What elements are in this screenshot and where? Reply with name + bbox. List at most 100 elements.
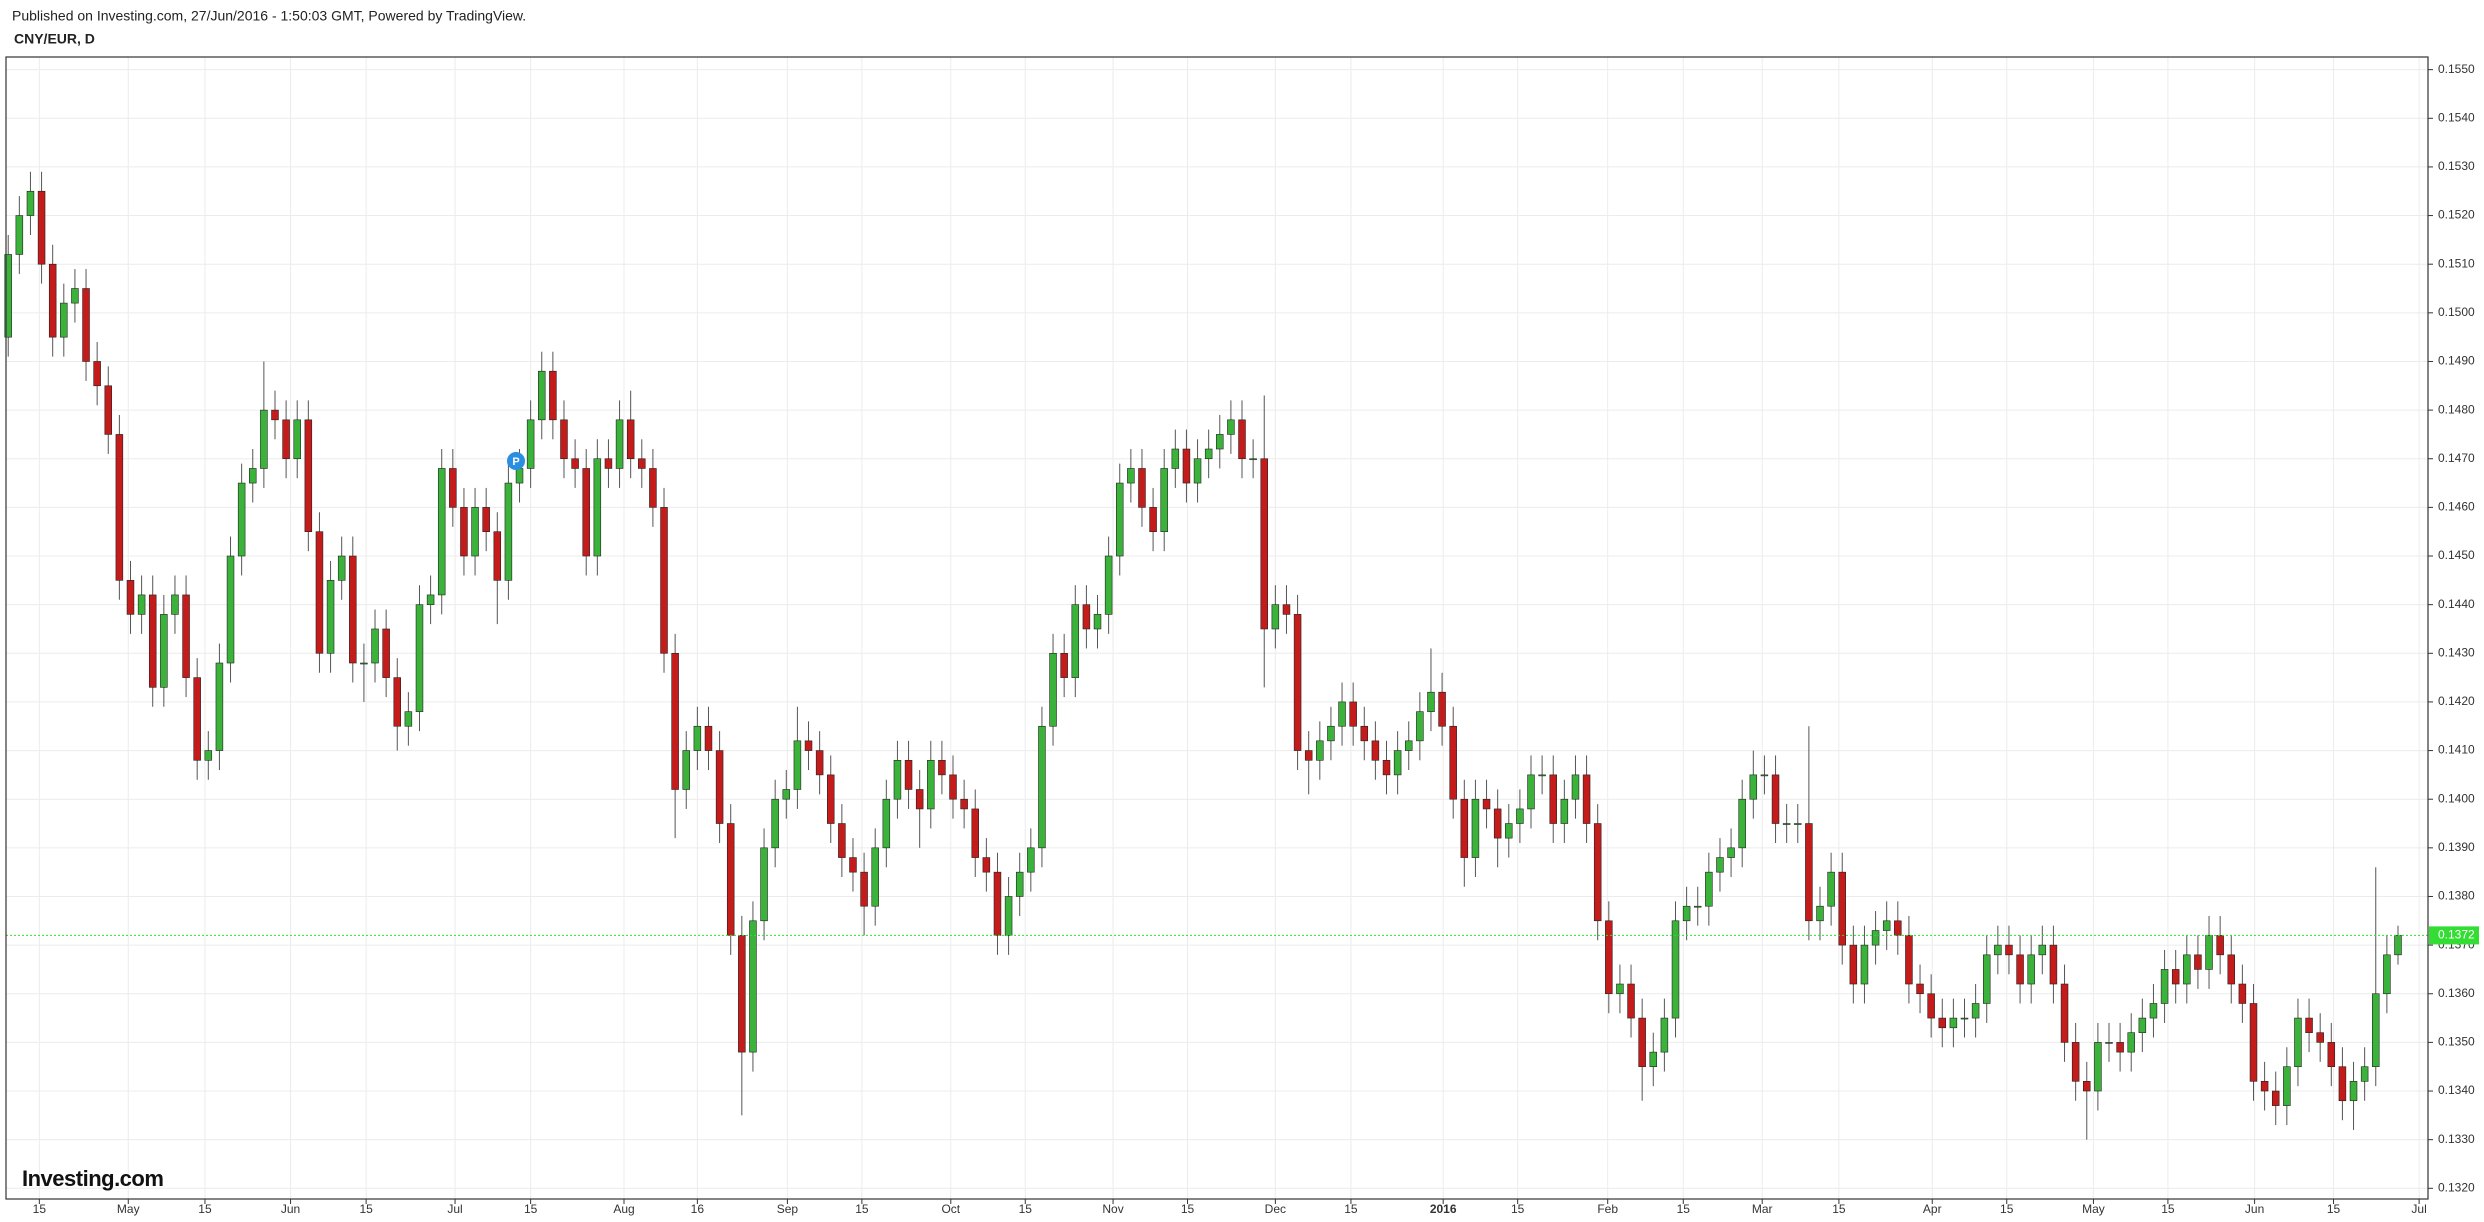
y-tick-label: 0.1330 [2438, 1132, 2475, 1146]
candle-body [1049, 652, 1057, 727]
candle-body [526, 419, 535, 469]
x-tick-label: 15 [1181, 1202, 1195, 1216]
x-tick-label: Jul [2411, 1202, 2426, 1216]
x-tick-label: 15 [1832, 1202, 1846, 1216]
candle-body [760, 847, 768, 922]
y-tick-label: 0.1440 [2438, 597, 2475, 611]
candle-body [393, 677, 402, 727]
x-tick-label: Dec [1265, 1202, 1286, 1216]
candle-body [1060, 652, 1068, 678]
candle-body [1771, 774, 1780, 824]
candle-body [860, 871, 868, 907]
x-tick-label: 15 [198, 1202, 212, 1216]
candle-body [804, 740, 813, 751]
candle-body [1605, 920, 1613, 995]
candle-body [1549, 774, 1557, 824]
x-tick-label: 15 [1019, 1202, 1033, 1216]
candle-body [549, 370, 557, 421]
candle-body [2116, 1042, 2124, 1053]
y-tick-label: 0.1420 [2438, 694, 2475, 708]
candle-body [1449, 725, 1457, 800]
candle-body [682, 750, 690, 790]
candle-body [2316, 1032, 2324, 1043]
candle-body [1660, 1017, 1669, 1053]
candle-body [1015, 871, 1024, 897]
candle-body [660, 507, 668, 654]
candle-body [2238, 983, 2247, 1004]
candle-body [282, 419, 290, 460]
candle-body [927, 759, 935, 810]
candle-body [1749, 774, 1758, 800]
candle-body [2305, 1017, 2313, 1033]
axes: 0.13200.13300.13400.13500.13600.13700.13… [33, 62, 2479, 1216]
y-tick-label: 0.1350 [2438, 1035, 2475, 1049]
candle-body [1693, 905, 1702, 908]
x-tick-label: Feb [1597, 1202, 1618, 1216]
candle-body [1616, 983, 1624, 995]
candle-body [893, 759, 902, 800]
x-tick-label: May [2082, 1202, 2105, 1216]
candle-body [1705, 871, 1713, 907]
candle-body [1816, 905, 1824, 922]
y-tick-label: 0.1380 [2438, 889, 2475, 903]
candle-body [2294, 1017, 2302, 1068]
candle-body [827, 774, 835, 824]
candle-body [1149, 507, 1157, 532]
candle-body [371, 628, 379, 664]
y-tick-label: 0.1400 [2438, 791, 2475, 805]
candle-body [504, 482, 513, 581]
y-tick-label: 0.1530 [2438, 159, 2475, 173]
candle-body [204, 750, 213, 761]
y-tick-label: 0.1360 [2438, 986, 2475, 1000]
candle-body [1838, 871, 1846, 946]
candle-body [1160, 468, 1168, 532]
watermark-logo: Investing.com [22, 1166, 163, 1191]
candle-body [215, 662, 224, 751]
candle-body [1482, 798, 1491, 810]
candle-body [1193, 458, 1202, 484]
candle-body [1249, 458, 1257, 461]
y-tick-label: 0.1480 [2438, 402, 2475, 416]
candle-body [2338, 1066, 2347, 1102]
candle-body [482, 507, 490, 532]
event-marker [507, 452, 525, 470]
x-tick-label: Oct [941, 1202, 960, 1216]
candle-body [1649, 1051, 1658, 1068]
candle-body [2360, 1066, 2369, 1082]
candle-body [1682, 905, 1691, 922]
candle-body [1971, 1003, 1980, 1019]
candle-body [582, 468, 590, 557]
candle-body [1516, 808, 1524, 824]
published-note: Published on Investing.com, 27/Jun/2016 … [12, 8, 526, 24]
last-price-box [2429, 926, 2479, 945]
candle-body [1916, 983, 1924, 995]
x-tick-label: 15 [33, 1202, 47, 1216]
candle-body [2105, 1042, 2113, 1044]
candle-body [615, 419, 624, 469]
candle-body [193, 677, 201, 761]
candle-body [1416, 711, 1424, 742]
candle-body [1460, 798, 1469, 858]
candle-body [237, 482, 246, 557]
plot-frame [5, 56, 2429, 1200]
x-tick-label: 15 [1677, 1202, 1691, 1216]
x-tick-label: 15 [1344, 1202, 1358, 1216]
candle-body [538, 370, 546, 421]
x-tick-label: 15 [1511, 1202, 1525, 1216]
candle-body [1882, 920, 1891, 931]
candles [4, 171, 2428, 1140]
candle-body [849, 857, 857, 873]
candle-body [1293, 614, 1302, 751]
candle-body [2383, 954, 2391, 995]
x-tick-label: Nov [1102, 1202, 1123, 1216]
candle-body [426, 594, 435, 605]
candle-body [2194, 954, 2202, 970]
candle-body [2060, 983, 2069, 1043]
candle-body [1138, 468, 1146, 508]
candle-body [337, 555, 346, 581]
candle-body [2227, 954, 2236, 985]
candle-body [1638, 1017, 1646, 1068]
candle-body [1182, 448, 1191, 484]
candle-body [793, 740, 802, 790]
x-tick-label: Aug [613, 1202, 634, 1216]
